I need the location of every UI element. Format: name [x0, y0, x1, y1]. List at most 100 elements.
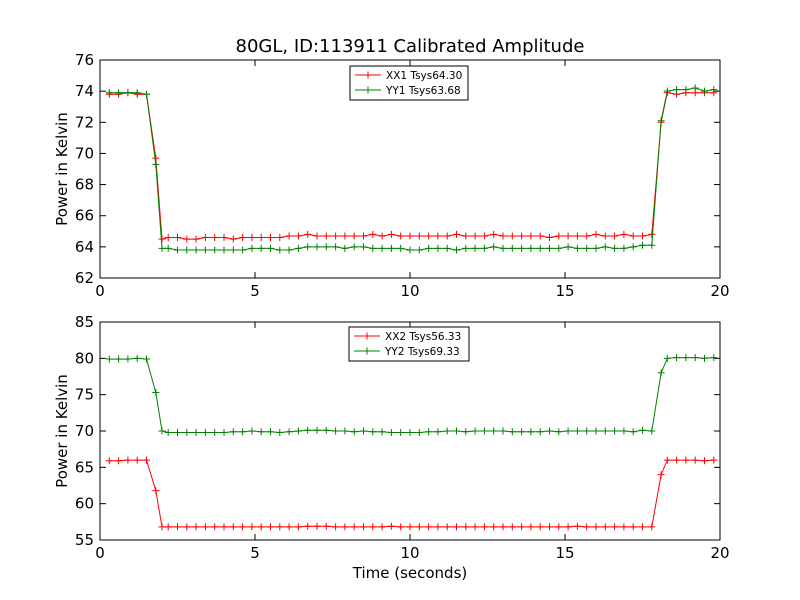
data-point-marker [583, 523, 591, 531]
data-point-marker [201, 523, 209, 531]
data-point-marker [294, 427, 302, 435]
legend-box [348, 326, 470, 362]
y-tick-label: 80 [75, 349, 94, 367]
data-point-marker [546, 427, 553, 435]
data-point-marker [592, 244, 600, 252]
data-point-marker [276, 246, 284, 254]
y-tick-label: 66 [75, 207, 94, 225]
data-point-marker [682, 86, 690, 94]
data-point-marker [691, 84, 699, 92]
data-point-marker [115, 89, 123, 97]
data-point-marker [341, 244, 349, 252]
data-point-marker [350, 243, 358, 251]
data-point-marker [453, 246, 460, 254]
legend-entry-label: XX1 Tsys64.30 [386, 70, 462, 82]
data-point-marker [471, 244, 479, 252]
data-point-marker [629, 428, 637, 436]
data-point-marker [304, 522, 312, 530]
y-tick-label: 62 [75, 269, 94, 287]
data-point-marker [174, 428, 181, 436]
data-point-marker [192, 246, 200, 254]
data-point-marker [267, 428, 274, 436]
data-point-marker [648, 241, 656, 249]
y-tick-label: 72 [75, 113, 94, 131]
data-point-marker [555, 428, 563, 436]
data-point-marker [257, 244, 265, 252]
data-point-marker [158, 235, 166, 243]
y-tick-label: 70 [75, 422, 94, 440]
data-point-marker [691, 354, 699, 362]
data-point-marker [183, 428, 191, 436]
chart-title: 80GL, ID:113911 Calibrated Amplitude [236, 36, 585, 57]
data-point-marker [592, 523, 600, 531]
data-point-marker [369, 244, 377, 252]
data-point-marker [490, 427, 498, 435]
data-point-marker [304, 243, 312, 251]
data-point-marker [164, 244, 172, 252]
data-point-marker [183, 246, 191, 254]
data-point-marker [564, 427, 572, 435]
data-point-marker [285, 428, 293, 436]
data-point-marker [443, 244, 451, 252]
data-point-marker [453, 230, 460, 238]
data-point-marker [657, 471, 665, 479]
data-point-marker [105, 457, 113, 465]
legend-swatch-marker [364, 86, 372, 94]
data-point-marker [453, 427, 460, 435]
data-point-marker [673, 354, 681, 362]
data-point-marker [527, 428, 535, 436]
data-point-marker [508, 244, 516, 252]
data-point-marker [248, 523, 256, 531]
data-point-marker [350, 523, 358, 531]
y-tick-label: 85 [75, 313, 94, 331]
data-point-marker [425, 523, 433, 531]
x-tick-label: 0 [95, 282, 105, 300]
x-tick-label: 15 [555, 282, 574, 300]
y-tick-label: 60 [75, 495, 94, 513]
data-point-marker [158, 523, 166, 531]
data-point-marker [629, 523, 637, 531]
data-point-marker [518, 244, 526, 252]
data-point-marker [480, 523, 488, 531]
data-point-marker [313, 426, 321, 434]
data-point-marker [490, 243, 498, 251]
data-point-marker [536, 244, 544, 252]
data-point-marker [360, 523, 367, 531]
data-point-marker [701, 87, 708, 95]
data-point-marker [201, 246, 209, 254]
data-point-marker [152, 388, 160, 396]
data-point-marker [406, 232, 414, 240]
data-point-marker [443, 427, 451, 435]
data-point-marker [360, 243, 367, 251]
data-point-marker [350, 232, 358, 240]
data-point-marker [415, 246, 423, 254]
data-point-marker [536, 523, 544, 531]
data-point-marker [508, 428, 516, 436]
data-point-marker [192, 235, 200, 243]
data-point-marker [564, 523, 572, 531]
y-tick-label: 65 [75, 458, 94, 476]
data-point-marker [229, 428, 237, 436]
data-point-marker [583, 232, 591, 240]
data-point-marker [332, 523, 340, 531]
data-point-marker [611, 427, 619, 435]
data-point-marker [211, 523, 219, 531]
data-point-marker [174, 246, 181, 254]
data-point-marker [710, 456, 718, 464]
data-point-marker [434, 428, 442, 436]
y-tick-label: 64 [75, 238, 94, 256]
x-tick-label: 20 [710, 544, 729, 562]
data-point-marker [369, 428, 377, 436]
data-point-marker [573, 244, 581, 252]
data-point-marker [564, 243, 572, 251]
data-point-marker [152, 154, 160, 162]
y-tick-label: 76 [75, 51, 94, 69]
data-point-marker [573, 427, 581, 435]
data-point-marker [211, 246, 219, 254]
data-point-marker [601, 243, 609, 251]
data-point-marker [332, 427, 340, 435]
y-tick-label: 75 [75, 386, 94, 404]
data-point-marker [480, 427, 488, 435]
data-point-marker [564, 232, 572, 240]
